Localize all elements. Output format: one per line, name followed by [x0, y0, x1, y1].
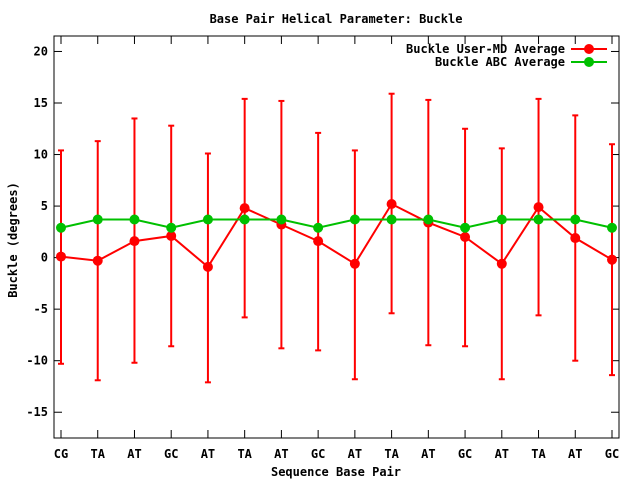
x-tick-label: AT [568, 447, 582, 461]
data-point-user-md [313, 236, 324, 247]
y-tick-label: 5 [41, 199, 48, 213]
x-tick-label: AT [348, 447, 362, 461]
x-tick-label: TA [237, 447, 252, 461]
y-tick-label: 10 [34, 148, 48, 162]
data-point-user-md [533, 202, 544, 213]
x-tick-label: AT [127, 447, 141, 461]
data-point-abc [533, 214, 544, 225]
x-tick-label: AT [495, 447, 509, 461]
series-line-user-md [60, 202, 613, 269]
legend-label-user-md: Buckle User-MD Average [406, 42, 565, 56]
data-point-user-md [166, 230, 177, 241]
legend-label-abc: Buckle ABC Average [435, 55, 565, 69]
y-tick-label: -10 [26, 354, 48, 368]
x-tick-label: AT [201, 447, 215, 461]
data-point-abc [349, 214, 360, 225]
x-axis-label: Sequence Base Pair [271, 465, 401, 479]
data-point-abc [129, 214, 140, 225]
legend-marker-user-md [584, 44, 594, 54]
y-tick-label: 20 [34, 44, 48, 58]
series-line-abc [60, 218, 613, 229]
plot-area: -15 -10 -5 0 5 10 15 20 CG TA AT GC AT TA AT GC AT TA AT GC… [26, 35, 620, 461]
legend-marker-abc [584, 57, 594, 67]
x-tick-label: TA [531, 447, 546, 461]
data-point-abc [166, 222, 177, 233]
chart-title: Base Pair Helical Parameter: Buckle [210, 12, 463, 26]
y-tick-label: 15 [34, 96, 48, 110]
data-point-abc [56, 222, 66, 233]
x-tick-label: TA [91, 447, 106, 461]
data-point-abc [386, 214, 397, 225]
data-point-user-md [570, 233, 581, 244]
data-point-user-md [349, 258, 360, 269]
data-point-abc [607, 222, 617, 233]
x-tick-label: GC [458, 447, 472, 461]
y-tick-label: -15 [26, 405, 48, 419]
data-point-abc [423, 214, 434, 225]
data-point-user-md [202, 261, 213, 272]
x-tick-label: GC [164, 447, 178, 461]
data-point-user-md [460, 232, 471, 242]
data-point-abc [202, 214, 213, 225]
x-tick-label: AT [421, 447, 435, 461]
x-tick-label: CG [54, 447, 68, 461]
data-point-abc [313, 222, 324, 233]
x-tick-label: GC [605, 447, 619, 461]
data-point-abc [570, 214, 581, 225]
data-point-user-md [129, 236, 140, 247]
data-point-user-md [607, 254, 617, 265]
data-point-abc [460, 222, 471, 233]
y-tick-label: -5 [34, 302, 48, 316]
x-tick-label: GC [311, 447, 325, 461]
plot-frame [53, 35, 620, 439]
data-point-user-md [386, 199, 397, 210]
data-point-abc [239, 214, 250, 225]
data-point-user-md [92, 255, 103, 266]
x-tick-label: TA [384, 447, 399, 461]
data-point-abc [276, 214, 287, 225]
data-point-abc [92, 214, 103, 225]
y-tick-label: 0 [41, 251, 48, 265]
data-point-user-md [239, 203, 250, 214]
data-point-user-md [496, 258, 507, 269]
y-axis-label: Buckle (degrees) [6, 182, 20, 298]
data-point-user-md [56, 251, 66, 262]
data-point-abc [496, 214, 507, 225]
x-tick-label: AT [274, 447, 288, 461]
